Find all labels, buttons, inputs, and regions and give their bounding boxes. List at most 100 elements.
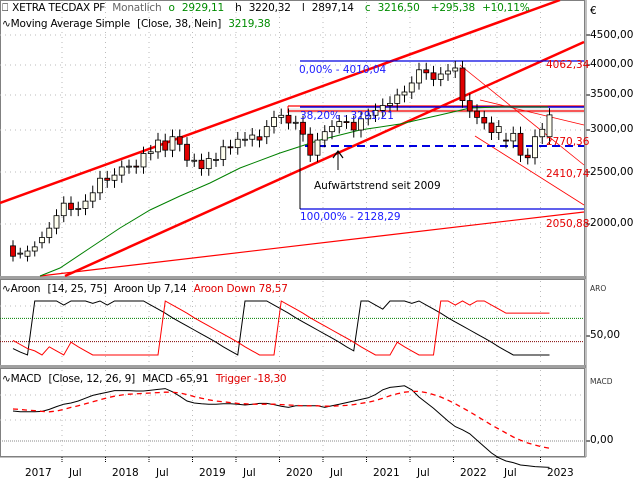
- candle-up: [89, 192, 96, 202]
- candle-down: [307, 133, 314, 156]
- x-tick: 2019: [199, 467, 226, 479]
- candle-up: [292, 121, 299, 124]
- candle-up: [321, 131, 328, 141]
- x-tick: Jul: [504, 467, 517, 479]
- candle-down: [104, 177, 111, 181]
- candle-up: [510, 132, 517, 142]
- ma-params: [Close, 38, Nein]: [137, 18, 222, 30]
- pane-frame: [0, 0, 585, 277]
- candle-down: [524, 154, 531, 159]
- x-tick: 2020: [286, 467, 313, 479]
- candle-up: [271, 117, 277, 127]
- candle-down: [459, 67, 466, 101]
- candle-down: [481, 117, 488, 124]
- y-tick: 3000,00: [590, 123, 634, 135]
- y-tick: 4000,00: [590, 58, 634, 70]
- aroon-up-value: Aroon Up 7,14: [113, 283, 187, 295]
- candle-up: [445, 70, 451, 75]
- level-2050-label: 2050,88: [546, 218, 590, 230]
- main-legend: ⎕ XETRA TECDAX PF Monatlich o 2929,11 h 3…: [2, 2, 534, 15]
- candle-down: [343, 121, 350, 123]
- x-tick: Jul: [330, 467, 343, 479]
- close-value: c 3216,50: [364, 2, 420, 14]
- candle-up: [532, 136, 538, 159]
- candle-up: [126, 165, 132, 168]
- candle-up: [263, 126, 270, 138]
- level-2410-label: 2410,74: [546, 168, 590, 180]
- y-tick: 2500,00: [590, 166, 634, 178]
- candle-up: [546, 114, 553, 138]
- candle-up: [452, 67, 459, 72]
- level-4062-label: 4062,34: [546, 59, 590, 71]
- low-value: l 2897,14: [301, 2, 354, 14]
- candle-up: [118, 166, 125, 176]
- change-pct-value: +10,11%: [482, 2, 530, 14]
- candle-down: [466, 100, 473, 112]
- candle-down: [227, 146, 234, 149]
- candle-up: [495, 126, 502, 133]
- candle-up: [205, 158, 212, 170]
- candle-down: [10, 245, 16, 257]
- candle-up: [60, 202, 67, 217]
- down-channel-lower: [474, 135, 585, 206]
- aroon-down-value: Aroon Down 78,57: [193, 283, 288, 295]
- candle-up: [387, 103, 393, 106]
- candle-up: [155, 139, 161, 153]
- candle-up: [191, 159, 198, 162]
- x-tick: Jul: [417, 467, 430, 479]
- candle-up: [437, 73, 444, 80]
- trend-annotation: Aufwärtstrend seit 2009: [314, 180, 441, 192]
- aroon-params: [14, 25, 75]: [47, 283, 107, 295]
- fib-0-label: 0,00% - 4010,04: [299, 64, 387, 76]
- arrow-icon: [332, 149, 344, 159]
- aroon-up-line: [12, 300, 550, 356]
- candle-up: [17, 252, 24, 255]
- macd-line: [12, 385, 550, 468]
- candle-up: [31, 246, 38, 252]
- x-tick: Jul: [69, 467, 82, 479]
- candle-up: [249, 134, 256, 140]
- candle-up: [24, 250, 31, 257]
- candle-up: [234, 138, 241, 149]
- y-tick: 3500,00: [590, 88, 634, 100]
- moving-average-line: [39, 106, 548, 277]
- ma-name: Moving Average Simple: [10, 18, 131, 30]
- candle-up: [372, 110, 379, 116]
- candle-icon: ⎕: [2, 2, 9, 14]
- candle-down: [176, 136, 183, 145]
- macd-axis-title: MACD: [590, 377, 613, 386]
- high-value: h 3220,32: [235, 2, 291, 14]
- macd-y-tick: 0,00: [590, 434, 614, 446]
- candle-up: [358, 118, 364, 131]
- upper-trend-line: [0, 0, 561, 205]
- candle-up: [140, 153, 147, 168]
- candle-down: [133, 165, 140, 168]
- candle-up: [278, 114, 285, 118]
- candle-up: [242, 138, 248, 141]
- x-tick: 2023: [547, 467, 574, 479]
- down-channel-mid: [479, 99, 585, 126]
- macd-legend: ∿MACD [Close, 12, 26, 9] MACD -65,91 Tri…: [2, 373, 290, 385]
- pane-frame: [0, 279, 585, 366]
- candle-up: [539, 128, 546, 138]
- candle-up: [97, 177, 103, 194]
- candle-up: [408, 82, 415, 93]
- candle-up: [394, 94, 401, 104]
- candle-down: [256, 136, 263, 141]
- fib-382-label: 38,20% - 3291,21: [300, 110, 394, 122]
- aroon-down-line: [12, 300, 550, 356]
- x-tick: 2017: [25, 467, 52, 479]
- open-value: o 2929,11: [168, 2, 225, 14]
- lower-trend-line: [64, 40, 585, 278]
- candle-down: [423, 69, 430, 74]
- candle-down: [300, 121, 306, 135]
- candle-up: [53, 215, 60, 229]
- candle-up: [365, 114, 372, 120]
- indicator-wave-icon: ∿: [2, 18, 11, 30]
- candle-up: [379, 105, 386, 111]
- candle-up: [46, 227, 53, 238]
- indicator-wave-icon: ∿: [2, 283, 11, 295]
- trigger-value: Trigger -18,30: [215, 373, 287, 385]
